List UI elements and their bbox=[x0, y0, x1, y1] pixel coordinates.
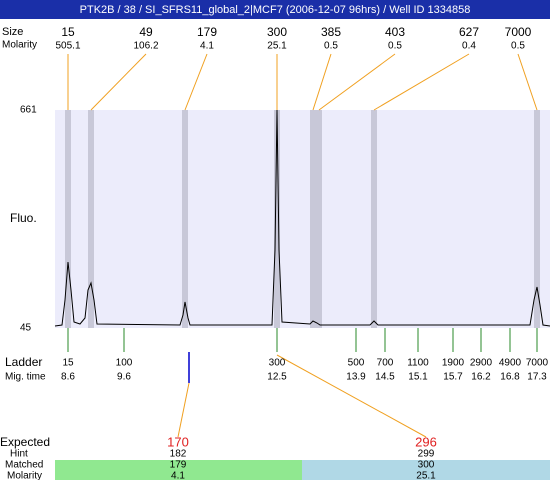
peak-connector bbox=[318, 53, 396, 111]
ladder-time: 15.7 bbox=[443, 372, 463, 383]
peak-molarity: 106.2 bbox=[133, 41, 158, 52]
hint-label: Hint bbox=[10, 449, 28, 460]
ladder-time: 9.6 bbox=[117, 372, 131, 383]
peak-band bbox=[274, 110, 280, 328]
ladder-size: 700 bbox=[377, 358, 394, 369]
peak-molarity: 0.5 bbox=[324, 41, 338, 52]
peak-band bbox=[371, 110, 377, 328]
expected-label: Expected bbox=[0, 435, 50, 449]
peak-size: 15 bbox=[61, 25, 75, 39]
peak-band bbox=[182, 110, 188, 328]
time-label: Mig. time bbox=[5, 372, 46, 383]
matched-band-1 bbox=[55, 460, 302, 480]
peak-connector bbox=[517, 53, 538, 111]
peak-band bbox=[65, 110, 71, 328]
peak-size: 300 bbox=[267, 25, 287, 39]
peak-connector bbox=[373, 53, 470, 111]
exp-molarity-label: Molarity bbox=[7, 471, 42, 480]
matched: 300 bbox=[418, 460, 435, 471]
ladder-size: 4900 bbox=[499, 358, 522, 369]
y-bottom: 45 bbox=[20, 323, 32, 334]
peak-band bbox=[310, 110, 316, 328]
peak-size: 179 bbox=[197, 25, 217, 39]
peak-molarity: 0.5 bbox=[511, 41, 525, 52]
peak-band bbox=[534, 110, 540, 328]
peak-molarity: 505.1 bbox=[55, 41, 80, 52]
peak-band bbox=[88, 110, 94, 328]
ladder-time: 14.5 bbox=[375, 372, 395, 383]
peak-connector bbox=[90, 53, 147, 111]
molarity-label: Molarity bbox=[2, 40, 37, 51]
expected-size: 296 bbox=[415, 434, 437, 449]
plot-area bbox=[55, 110, 550, 328]
matched: 179 bbox=[170, 460, 187, 471]
peak-molarity: 4.1 bbox=[200, 41, 214, 52]
peak-size: 49 bbox=[139, 25, 153, 39]
peak-size: 385 bbox=[321, 25, 341, 39]
matched-molarity: 4.1 bbox=[171, 471, 185, 480]
ladder-size: 15 bbox=[62, 358, 74, 369]
ladder-size: 300 bbox=[269, 358, 286, 369]
peak-size: 403 bbox=[385, 25, 405, 39]
peak-connector bbox=[184, 53, 208, 111]
ladder-time: 12.5 bbox=[267, 372, 287, 383]
peak-band bbox=[316, 110, 322, 328]
ladder-time: 16.2 bbox=[471, 372, 491, 383]
peak-size: 627 bbox=[459, 25, 479, 39]
hint: 299 bbox=[418, 449, 435, 460]
peak-connector bbox=[312, 53, 332, 111]
y-label: Fluo. bbox=[10, 211, 37, 225]
trace bbox=[54, 109, 550, 327]
matched-label: Matched bbox=[5, 460, 43, 471]
expected-connector bbox=[177, 382, 190, 438]
ladder-label: Ladder bbox=[5, 355, 42, 369]
title: PTK2B / 38 / SI_SFRS11_global_2|MCF7 (20… bbox=[80, 4, 471, 16]
peak-size: 7000 bbox=[505, 25, 532, 39]
ladder-time: 15.1 bbox=[408, 372, 428, 383]
title-bar bbox=[0, 0, 550, 19]
ladder-time: 17.3 bbox=[527, 372, 547, 383]
peak-molarity: 25.1 bbox=[267, 41, 287, 52]
ladder-size: 7000 bbox=[526, 358, 549, 369]
y-top: 661 bbox=[20, 105, 37, 116]
size-label: Size bbox=[2, 26, 23, 38]
ladder-size: 100 bbox=[116, 358, 133, 369]
ladder-size: 1100 bbox=[407, 358, 429, 369]
ladder-size: 2900 bbox=[470, 358, 493, 369]
ladder-size: 1900 bbox=[442, 358, 465, 369]
ladder-time: 16.8 bbox=[500, 372, 520, 383]
peak-molarity: 0.5 bbox=[388, 41, 402, 52]
ladder-size: 500 bbox=[348, 358, 365, 369]
expected-size: 170 bbox=[167, 434, 189, 449]
ladder-time: 8.6 bbox=[61, 372, 75, 383]
ladder-time: 13.9 bbox=[346, 372, 366, 383]
peak-molarity: 0.4 bbox=[462, 41, 476, 52]
expected-connector bbox=[276, 354, 427, 438]
matched-band-2 bbox=[302, 460, 550, 480]
hint: 182 bbox=[170, 449, 187, 460]
matched-molarity: 25.1 bbox=[416, 471, 436, 480]
